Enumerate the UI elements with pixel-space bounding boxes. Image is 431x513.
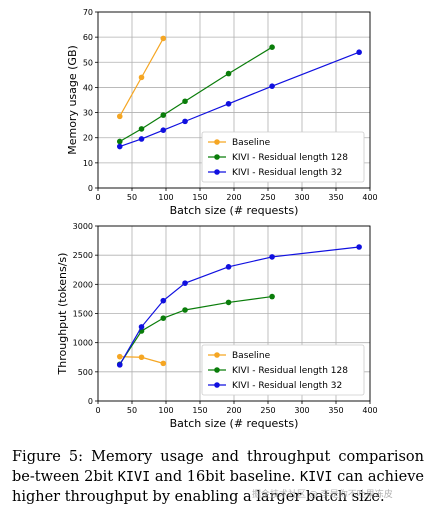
y-axis-label: Memory usage (GB) [66,45,79,155]
y-tick-label: 50 [83,58,93,67]
series-line-1 [119,46,273,143]
caption-kivi-2: KIVI [300,469,333,485]
data-point [225,70,232,77]
y-tick-label: 40 [83,83,93,92]
data-point [116,113,123,120]
data-point [116,353,123,360]
legend-swatch-marker [214,169,220,175]
y-tick-label: 10 [83,159,93,168]
data-point [356,244,362,250]
legend-entry: KIVI - Residual length 32 [232,168,342,178]
x-tick-label: 350 [328,406,343,415]
y-tick-label: 3000 [73,222,93,231]
data-point [138,74,145,81]
y-tick-label: 500 [78,368,93,377]
legend-entry: Baseline [232,351,271,361]
y-tick-label: 30 [83,109,93,118]
data-point [160,360,167,367]
data-point [269,44,275,50]
legend-swatch-marker [214,367,220,373]
data-point [160,315,167,321]
x-tick-label: 0 [95,406,100,415]
data-point [116,362,123,368]
data-point [182,280,188,286]
legend-swatch-marker [214,154,220,160]
x-tick-label: 250 [260,193,275,202]
memory-usage-chart: 0 50 100 150 200 250 300 350 400 0 10 20 30 40 50 60 70 B… [66,8,378,217]
x-tick-label: 100 [158,406,173,415]
data-point [182,98,188,105]
y-tick-label: 1500 [73,310,93,319]
watermark: 掘金技术社区 @ 李是你不吐果冻皮 [252,490,393,500]
data-point [160,112,167,118]
legend-swatch-marker [214,139,220,145]
series-line-1 [119,295,273,365]
x-axis-label: Batch size (# requests) [170,417,299,430]
x-axis-label: Batch size (# requests) [170,204,299,217]
y-tick-label: 2500 [73,251,93,260]
legend-box [201,131,365,183]
legend-swatch-marker [214,352,220,358]
data-point [160,297,167,304]
caption-text-2: and 16bit baseline. [150,469,301,485]
data-point [182,118,188,125]
caption-kivi-1: KIVI [117,469,151,485]
data-point [138,136,145,142]
x-tick-label: 0 [95,193,100,202]
data-point [182,307,188,313]
x-tick-label: 250 [260,406,275,415]
legend-entry: KIVI - Residual length 128 [232,153,348,163]
data-point [138,126,145,132]
y-tick-label: 20 [83,134,93,143]
y-tick-label: 0 [88,397,93,406]
data-point [160,127,167,133]
y-tick-label: 2000 [73,280,93,289]
x-tick-label: 150 [192,406,207,415]
x-tick-label: 300 [294,193,309,202]
legend-entry: Baseline [232,138,271,148]
x-tick-label: 400 [362,406,377,415]
caption-label: Figure 5: [12,449,84,465]
data-point [269,293,275,300]
y-tick-label: 0 [88,184,93,193]
data-point [138,324,145,330]
data-point [225,100,232,107]
x-tick-label: 150 [192,193,207,202]
data-point [269,83,275,89]
x-tick-label: 100 [158,193,173,202]
x-tick-label: 50 [127,193,137,202]
legend-entry: KIVI - Residual length 128 [232,366,348,376]
data-point [225,264,232,270]
data-point [138,354,145,361]
data-point [269,254,275,260]
x-tick-label: 50 [127,406,137,415]
throughput-chart: 0 50 100 150 200 250 300 350 400 0 500 1000 1500 2000… [56,222,378,430]
legend-swatch-marker [214,382,220,388]
legend-box [201,344,365,396]
legend-entry: KIVI - Residual length 32 [232,381,342,391]
figure-caption: Figure 5: Memory usage and throughput co… [12,447,424,507]
y-tick-label: 1000 [73,339,93,348]
y-tick-label: 60 [83,33,93,42]
caption-text-3: can achieve higher throughput by enablin… [12,469,424,505]
y-axis-label: Throughput (tokens/s) [56,253,69,376]
x-tick-label: 350 [328,193,343,202]
data-point [356,49,362,56]
data-point [160,35,167,42]
x-tick-label: 400 [362,193,377,202]
caption-text-1: Memory usage and throughput comparison b… [12,449,424,485]
data-point [116,143,123,150]
data-point [225,299,232,306]
x-tick-label: 200 [226,193,241,202]
x-tick-label: 300 [294,406,309,415]
figure: 0 50 100 150 200 250 300 350 400 0 10 20 30 40 50 60 70 B… [56,8,378,430]
data-point [116,138,123,145]
y-tick-label: 70 [83,8,93,17]
x-tick-label: 200 [226,406,241,415]
